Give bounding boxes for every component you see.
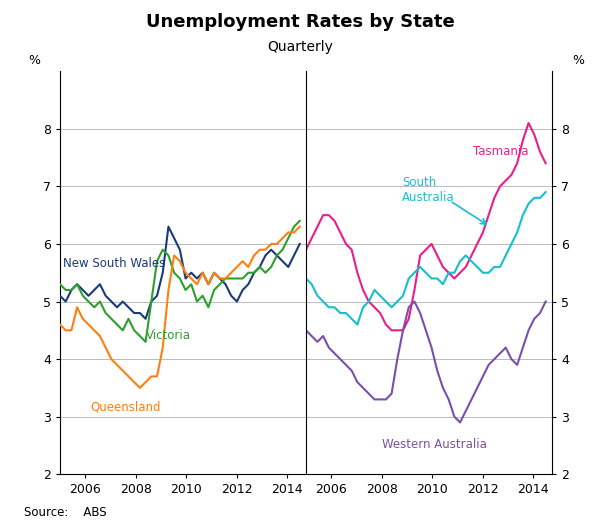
Text: Unemployment Rates by State: Unemployment Rates by State xyxy=(146,13,454,31)
Text: Tasmania: Tasmania xyxy=(473,144,528,158)
Text: %: % xyxy=(28,54,40,67)
Text: Western Australia: Western Australia xyxy=(382,438,487,452)
Text: South
Australia: South Australia xyxy=(402,175,455,204)
Text: Queensland: Queensland xyxy=(90,401,161,414)
Text: Victoria: Victoria xyxy=(146,329,191,342)
Text: New South Wales: New South Wales xyxy=(62,257,165,270)
Text: %: % xyxy=(572,54,584,67)
Text: Quarterly: Quarterly xyxy=(267,40,333,54)
Text: Source:    ABS: Source: ABS xyxy=(24,506,107,519)
